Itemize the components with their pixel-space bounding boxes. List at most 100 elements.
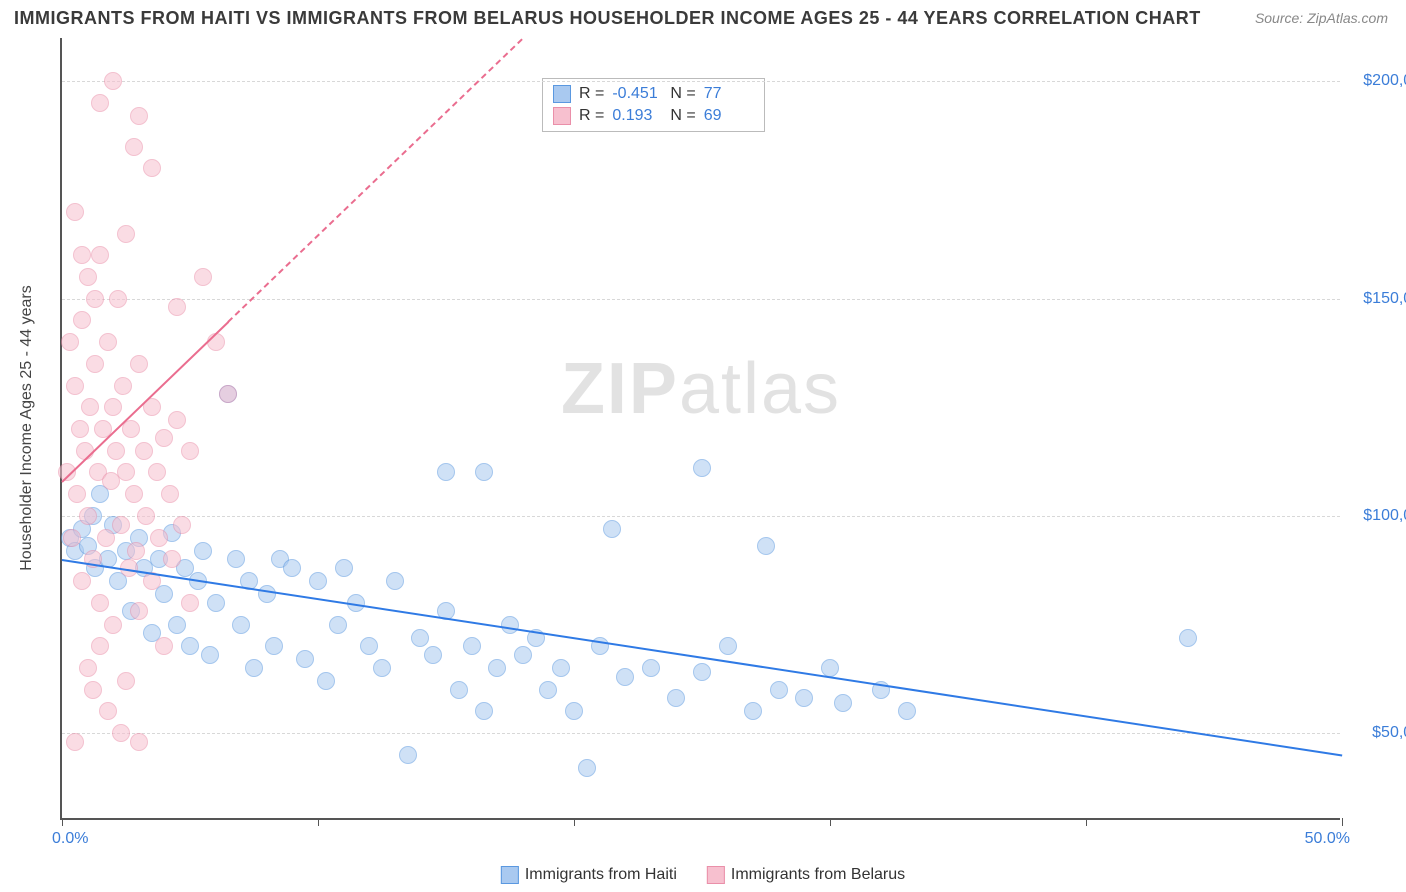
stats-n-value: 77 (704, 85, 754, 103)
belarus-point (130, 107, 148, 125)
belarus-point (130, 602, 148, 620)
haiti-point (424, 646, 442, 664)
belarus-point (148, 463, 166, 481)
haiti-point (1179, 629, 1197, 647)
haiti-point (514, 646, 532, 664)
stats-r-value: -0.451 (612, 85, 662, 103)
stats-r-label: R = (579, 107, 604, 125)
haiti-point (360, 637, 378, 655)
haiti-point (821, 659, 839, 677)
stats-n-label: N = (670, 107, 695, 125)
belarus-point (91, 246, 109, 264)
legend-swatch (501, 866, 519, 884)
haiti-point (232, 616, 250, 634)
belarus-point (117, 463, 135, 481)
belarus-point (109, 290, 127, 308)
belarus-point (99, 333, 117, 351)
belarus-point (86, 355, 104, 373)
haiti-point (411, 629, 429, 647)
haiti-point (744, 702, 762, 720)
y-tick-label: $100,000 (1350, 507, 1406, 525)
stats-n-value: 69 (704, 107, 754, 125)
stats-r-label: R = (579, 85, 604, 103)
x-tick (1342, 818, 1343, 826)
belarus-point (130, 355, 148, 373)
belarus-point (91, 594, 109, 612)
belarus-point (71, 420, 89, 438)
belarus-point (181, 594, 199, 612)
haiti-point (667, 689, 685, 707)
haiti-point (450, 681, 468, 699)
stats-box: R = -0.451 N = 77 R = 0.193 N = 69 (542, 78, 765, 132)
haiti-point (463, 637, 481, 655)
haiti-point (834, 694, 852, 712)
haiti-point (642, 659, 660, 677)
watermark-rest: atlas (679, 349, 841, 429)
haiti-point (194, 542, 212, 560)
haiti-point (475, 463, 493, 481)
belarus-point (104, 398, 122, 416)
haiti-point (181, 637, 199, 655)
stats-n-label: N = (670, 85, 695, 103)
y-axis-title: Householder Income Ages 25 - 44 years (18, 285, 36, 571)
haiti-point (335, 559, 353, 577)
belarus-point (173, 516, 191, 534)
haiti-point (399, 746, 417, 764)
x-tick (318, 818, 319, 826)
legend: Immigrants from Haiti Immigrants from Bel… (501, 866, 905, 884)
haiti-point (373, 659, 391, 677)
legend-item: Immigrants from Belarus (707, 866, 905, 884)
x-axis-min-label: 0.0% (52, 830, 88, 848)
belarus-point (91, 94, 109, 112)
legend-item: Immigrants from Haiti (501, 866, 677, 884)
belarus-point (125, 138, 143, 156)
x-axis-max-label: 50.0% (1305, 830, 1350, 848)
belarus-point (135, 442, 153, 460)
haiti-point (296, 650, 314, 668)
gridline (62, 81, 1340, 82)
haiti-point (693, 663, 711, 681)
haiti-point (258, 585, 276, 603)
belarus-point (99, 702, 117, 720)
legend-swatch (707, 866, 725, 884)
haiti-point (898, 702, 916, 720)
belarus-point (104, 72, 122, 90)
belarus-point (194, 268, 212, 286)
haiti-point (437, 463, 455, 481)
belarus-point (79, 507, 97, 525)
haiti-point (693, 459, 711, 477)
gridline (62, 733, 1340, 734)
belarus-point (150, 529, 168, 547)
gridline (62, 299, 1340, 300)
haiti-point (719, 637, 737, 655)
source-label: Source: ZipAtlas.com (1255, 10, 1388, 26)
belarus-point (219, 385, 237, 403)
belarus-point (61, 333, 79, 351)
legend-label: Immigrants from Haiti (525, 866, 677, 883)
belarus-point (155, 429, 173, 447)
stats-row-belarus: R = 0.193 N = 69 (553, 105, 754, 127)
watermark: ZIPatlas (561, 348, 841, 430)
y-tick-label: $200,000 (1350, 72, 1406, 90)
belarus-point (97, 529, 115, 547)
watermark-bold: ZIP (561, 349, 679, 429)
haiti-point (201, 646, 219, 664)
stats-row-haiti: R = -0.451 N = 77 (553, 83, 754, 105)
haiti-point (283, 559, 301, 577)
stats-r-value: 0.193 (612, 107, 662, 125)
haiti-point (488, 659, 506, 677)
x-tick (574, 818, 575, 826)
belarus-point (84, 681, 102, 699)
haiti-point (309, 572, 327, 590)
belarus-point (168, 411, 186, 429)
belarus-point (63, 529, 81, 547)
belarus-point (107, 442, 125, 460)
belarus-point (73, 572, 91, 590)
haiti-point (386, 572, 404, 590)
belarus-point (161, 485, 179, 503)
belarus-point (130, 733, 148, 751)
belarus-point (163, 550, 181, 568)
haiti-point (616, 668, 634, 686)
haiti-point (770, 681, 788, 699)
y-tick-label: $150,000 (1350, 290, 1406, 308)
